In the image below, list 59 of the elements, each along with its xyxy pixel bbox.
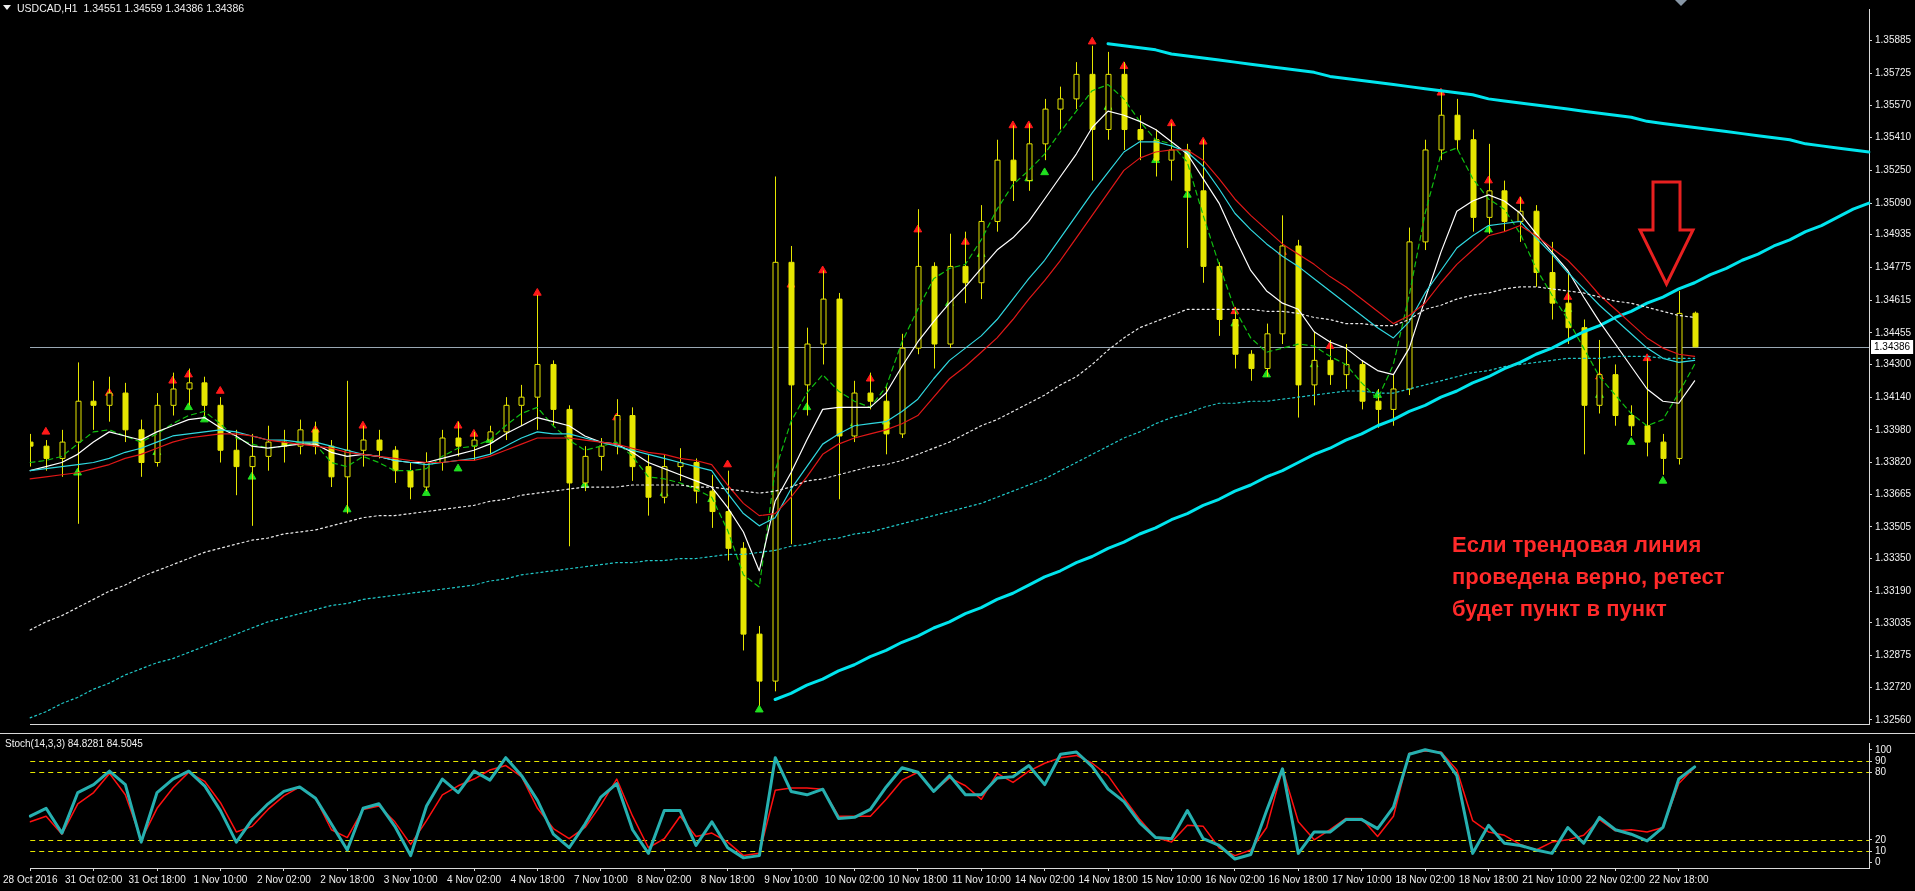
y-tick-label: 0: [1875, 856, 1881, 868]
x-tick-label: 2 Nov 18:00: [320, 873, 375, 885]
y-tick-label: 1.35250: [1875, 164, 1912, 176]
x-tick-label: 28 Oct 2016: [3, 873, 58, 885]
y-tick-label: 1.34775: [1875, 261, 1912, 273]
y-tick-label: 80: [1875, 766, 1887, 778]
x-tick-label: 8 Nov 02:00: [637, 873, 692, 885]
y-tick-label: 1.35090: [1875, 196, 1912, 208]
chart-title: USDCAD,H1 1.34551 1.34559 1.34386 1.34386: [17, 2, 245, 15]
x-tick-label: 10 Nov 02:00: [824, 873, 885, 885]
x-tick-label: 2 Nov 02:00: [256, 873, 312, 885]
y-tick-label: 1.34140: [1875, 390, 1912, 402]
x-tick-label: 16 Nov 18:00: [1268, 873, 1329, 885]
x-tick-label: 22 Nov 18:00: [1649, 873, 1709, 885]
x-tick-label: 4 Nov 18:00: [510, 873, 565, 885]
x-tick-label: 1 Nov 10:00: [193, 873, 248, 885]
x-tick-label: 8 Nov 18:00: [700, 873, 756, 885]
y-tick-label: 10: [1875, 844, 1887, 856]
x-tick-label: 14 Nov 02:00: [1014, 873, 1075, 885]
x-tick-label: 11 Nov 10:00: [951, 873, 1012, 885]
ref-line-label: 1.34386: [1874, 341, 1911, 353]
x-tick-label: 7 Nov 10:00: [573, 873, 629, 885]
y-tick-label: 1.33665: [1875, 487, 1912, 499]
y-tick-label: 1.34300: [1875, 358, 1912, 370]
y-tick-label: 1.33820: [1875, 456, 1912, 468]
y-tick-label: 1.33035: [1875, 616, 1912, 628]
x-tick-label: 15 Nov 10:00: [1141, 873, 1202, 885]
y-tick-label: 1.35725: [1875, 67, 1912, 79]
annotation: Если трендовая линия проведена верно, ретест будет пункт в пункт: [1452, 531, 1726, 623]
x-tick-label: 4 Nov 02:00: [447, 873, 502, 885]
x-tick-label: 22 Nov 02:00: [1585, 873, 1646, 885]
y-tick-label: 1.32720: [1875, 680, 1912, 692]
y-tick-label: 1.34455: [1875, 326, 1912, 338]
y-tick-label: 20: [1875, 833, 1887, 845]
y-tick-label: 1.35410: [1875, 131, 1912, 143]
x-tick-label: 31 Oct 18:00: [128, 873, 187, 885]
chart-title: Stoch(14,3,3) 84.8281 84.5045: [5, 738, 143, 749]
x-tick-label: 18 Nov 02:00: [1395, 873, 1456, 885]
x-tick-label: 31 Oct 02:00: [65, 873, 123, 885]
y-tick-label: 1.33505: [1875, 520, 1912, 532]
y-tick-label: 1.35885: [1875, 34, 1912, 46]
x-tick-label: 16 Nov 02:00: [1205, 873, 1266, 885]
y-tick-label: 90: [1875, 754, 1887, 766]
y-tick-label: 100: [1875, 743, 1893, 755]
x-tick-label: 10 Nov 18:00: [888, 873, 949, 885]
x-tick-label: 3 Nov 10:00: [383, 873, 439, 885]
y-tick-label: 1.33980: [1875, 423, 1912, 435]
x-tick-label: 17 Nov 10:00: [1332, 873, 1392, 885]
x-tick-label: 14 Nov 18:00: [1078, 873, 1139, 885]
y-tick-label: 1.32560: [1875, 713, 1912, 725]
y-tick-label: 1.35570: [1875, 98, 1912, 110]
y-tick-label: 1.34935: [1875, 228, 1912, 240]
y-tick-label: 1.33350: [1875, 552, 1912, 564]
y-tick-label: 1.32875: [1875, 649, 1912, 661]
y-tick-label: 1.34615: [1875, 293, 1912, 305]
y-tick-label: 1.33190: [1875, 584, 1912, 596]
x-tick-label: 18 Nov 18:00: [1458, 873, 1519, 885]
x-tick-label: 9 Nov 10:00: [764, 873, 819, 885]
x-tick-label: 21 Nov 10:00: [1522, 873, 1583, 885]
